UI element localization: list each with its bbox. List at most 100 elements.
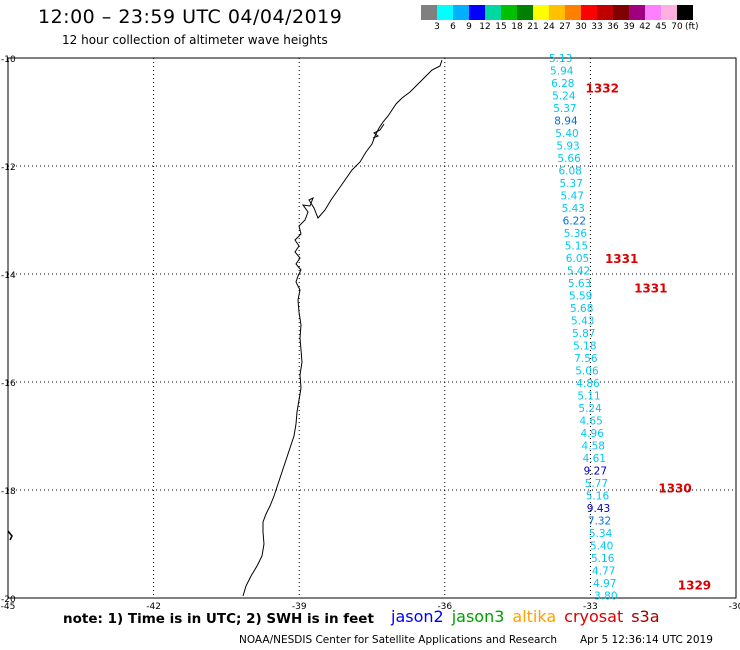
swh-value: 8.94 [554, 116, 578, 128]
swh-value: 7.56 [574, 353, 598, 365]
map-grid [8, 58, 736, 598]
swh-value: 6.28 [551, 78, 574, 90]
legend-swatch [485, 5, 501, 20]
swh-value: 5.68 [570, 303, 593, 315]
satellite-name-cryosat: cryosat [564, 607, 624, 626]
swh-value: 5.16 [591, 553, 615, 565]
swh-value: 5.37 [560, 178, 583, 190]
swh-value: 5.43 [571, 316, 594, 328]
coastline-left-edge [7, 530, 13, 541]
swh-value: 4.58 [582, 441, 605, 453]
legend-swatch [437, 5, 453, 20]
swh-value: 5.24 [578, 403, 602, 415]
swh-value: 5.59 [569, 291, 592, 303]
swh-value: 5.47 [561, 191, 584, 203]
x-tick-label: -33 [583, 602, 598, 612]
swh-value: 5.11 [577, 391, 600, 403]
legend-swatch [501, 5, 517, 20]
y-tick-label: -18 [1, 487, 16, 497]
pass-number: 1329 [678, 579, 711, 593]
swh-value: 6.08 [558, 166, 581, 178]
swh-value: 4.96 [581, 428, 605, 440]
satellite-name-jason3: jason3 [451, 607, 505, 626]
map-frame [7, 57, 737, 599]
legend-label: 45 [655, 22, 667, 32]
pass-labels: 1332 1331 1331 1330 1329 [586, 82, 712, 593]
legend-label: 12 [479, 22, 491, 32]
axis-ticks: -45 -42 -39 -36 -33 -30 -10 -12 -14 -16 -18 -20 [1, 55, 740, 612]
pass-number: 1331 [605, 252, 638, 266]
legend-swatch [453, 5, 469, 20]
swh-value: 5.34 [589, 528, 613, 540]
pass-number: 1330 [658, 481, 691, 495]
generated-timestamp: Apr 5 12:36:14 UTC 2019 [580, 634, 713, 646]
pass-number: 1332 [586, 82, 619, 96]
swh-value: 7.32 [588, 516, 611, 528]
swh-value: 4.97 [593, 578, 616, 590]
coastline [242, 59, 443, 597]
swh-value: 5.13 [549, 53, 572, 65]
swh-value: 4.86 [576, 378, 600, 390]
legend-swatch [533, 5, 549, 20]
x-tick-label: -36 [437, 602, 452, 612]
legend-label: 6 [450, 22, 456, 32]
swh-value: 5.06 [575, 366, 599, 378]
legend-label: 3 [434, 22, 440, 32]
legend-label: 21 [527, 22, 539, 32]
swh-values: 5.135.946.285.245.378.945.405.935.666.08… [549, 53, 618, 603]
swh-value: 5.77 [585, 478, 608, 490]
credit-line: NOAA/NESDIS Center for Satellite Applica… [239, 634, 557, 646]
y-tick-label: -12 [1, 163, 16, 173]
legend-swatch [469, 5, 485, 20]
swh-value: 5.24 [552, 91, 576, 103]
legend-label: 9 [466, 22, 472, 32]
x-tick-label: -30 [729, 602, 740, 612]
swh-value: 9.27 [584, 466, 607, 478]
legend-swatch [549, 5, 565, 20]
legend-swatch [677, 5, 693, 20]
swh-value: 5.15 [565, 241, 588, 253]
coastline-island [372, 123, 385, 139]
y-tick-label: -10 [1, 55, 16, 65]
legend-label: 24 [543, 22, 555, 32]
swh-value: 4.65 [579, 416, 602, 428]
legend-label: 30 [575, 22, 587, 32]
satellite-name-jason2: jason2 [391, 607, 444, 626]
swh-value: 9.43 [587, 503, 610, 515]
legend-swatch [661, 5, 677, 20]
legend-label: 33 [591, 22, 603, 32]
swh-value: 5.93 [556, 141, 579, 153]
legend-label: 18 [511, 22, 523, 32]
swh-value: 6.05 [566, 253, 589, 265]
swh-value: 5.18 [573, 341, 596, 353]
legend-swatch [581, 5, 597, 20]
swh-value: 5.36 [564, 228, 588, 240]
swh-value: 5.40 [590, 541, 613, 553]
satellite-name-s3a: s3a [631, 607, 660, 626]
legend-label: 42 [639, 22, 651, 32]
legend-label: 70 [671, 22, 683, 32]
swh-value: 3.80 [594, 591, 617, 603]
footer-note: note: 1) Time is in UTC; 2) SWH is in fe… [63, 611, 374, 627]
swh-value: 5.16 [586, 491, 610, 503]
swh-value: 5.94 [550, 66, 574, 78]
satellite-name-altika: altika [512, 607, 557, 626]
legend-unit: (ft) [685, 22, 699, 32]
swh-value: 5.87 [572, 328, 595, 340]
legend-swatch [517, 5, 533, 20]
x-tick-label: -42 [146, 602, 161, 612]
swh-value: 4.61 [583, 453, 606, 465]
legend-swatch [645, 5, 661, 20]
map-title: 12:00 – 23:59 UTC 04/04/2019 [38, 6, 343, 28]
color-legend [421, 5, 693, 20]
y-tick-label: -16 [1, 379, 16, 389]
legend-label: 36 [607, 22, 619, 32]
legend-swatch [597, 5, 613, 20]
y-tick-label: -14 [1, 271, 16, 281]
swh-value: 5.40 [555, 128, 578, 140]
legend-swatch [565, 5, 581, 20]
legend-swatch [421, 5, 437, 20]
legend-label: 15 [495, 22, 507, 32]
legend-label: 39 [623, 22, 635, 32]
